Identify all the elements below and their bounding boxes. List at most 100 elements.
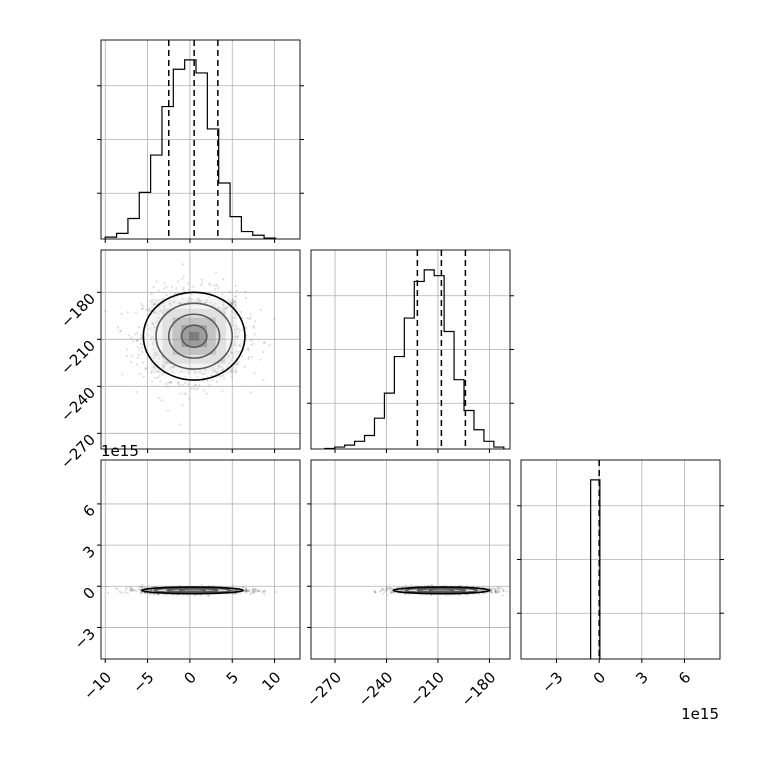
scatter-point	[502, 589, 505, 593]
scatter-point	[232, 316, 236, 320]
scatter-point	[193, 383, 197, 386]
scatter-point	[220, 366, 223, 369]
scatter-point	[211, 366, 214, 369]
density-blocks	[150, 298, 238, 374]
panel-hist-p1	[307, 249, 514, 453]
scatter-point	[189, 299, 193, 302]
scatter-point	[209, 283, 212, 286]
scatter-point	[230, 302, 233, 306]
scatter-point	[245, 588, 248, 591]
scatter-point	[154, 351, 158, 354]
scatter-point	[253, 587, 257, 591]
scatter-point	[230, 351, 233, 354]
scatter-point	[189, 297, 192, 300]
scatter-point	[119, 329, 122, 333]
scatter-point	[131, 589, 134, 592]
scatter-point	[494, 590, 497, 593]
scatter-point	[489, 589, 493, 592]
scatter-point	[141, 583, 144, 586]
scatter-point	[230, 314, 233, 317]
scatter-point	[157, 316, 160, 319]
scatter-point	[234, 312, 237, 315]
scatter-point	[165, 294, 168, 297]
scatter-point	[231, 302, 234, 305]
scatter-point	[121, 373, 124, 376]
scatter-point	[233, 328, 236, 331]
scatter-point	[165, 285, 168, 289]
scatter-point	[389, 592, 393, 595]
density-block	[400, 587, 483, 594]
scatter-point	[158, 305, 161, 308]
scatter-point	[162, 297, 165, 301]
scatter-point	[404, 584, 407, 587]
scatter-point	[256, 589, 260, 592]
scatter-point	[221, 369, 224, 372]
scatter-point	[133, 589, 137, 592]
scatter-point	[253, 591, 256, 594]
scatter-point	[495, 591, 498, 594]
scatter-point	[262, 351, 265, 354]
scatter-point	[148, 592, 151, 596]
scatter-point	[215, 371, 218, 374]
scatter-point	[247, 355, 250, 359]
scatter-point	[153, 303, 157, 306]
scatter-point	[382, 588, 385, 591]
scatter-point	[502, 588, 505, 591]
scatter-point	[222, 278, 225, 281]
histogram-step	[590, 479, 601, 659]
scatter-point	[152, 285, 155, 289]
scatter-point	[391, 590, 395, 594]
scatter-point	[246, 347, 250, 350]
scatter-point	[138, 585, 141, 589]
scatter-point	[199, 300, 202, 303]
scatter-point	[162, 304, 166, 307]
scatter-point	[126, 591, 129, 595]
scatter-point	[180, 370, 183, 373]
scatter-point	[246, 317, 249, 320]
x-tick-label: 0	[590, 668, 609, 687]
scatter-point	[130, 589, 133, 592]
scatter-point	[226, 306, 230, 309]
density-block	[436, 590, 447, 591]
scatter-point	[235, 589, 239, 592]
scatter-point	[487, 586, 490, 589]
scatter-point	[256, 590, 259, 593]
scatter-point	[146, 328, 150, 331]
scatter-point	[233, 295, 236, 298]
scatter-point	[214, 271, 218, 274]
scatter-point	[230, 302, 233, 305]
scatter-point	[230, 370, 233, 373]
scatter-point	[232, 300, 235, 304]
scatter-point	[217, 362, 220, 365]
scatter-point	[150, 371, 153, 374]
scatter-point	[263, 589, 267, 592]
scatter-point	[186, 383, 190, 386]
scatter-point	[222, 303, 225, 306]
scatter-point	[490, 591, 494, 594]
scatter-point	[146, 589, 150, 592]
scatter-point	[164, 362, 167, 366]
scatter-point	[173, 365, 176, 368]
scatter-point	[241, 317, 244, 320]
density-block	[179, 589, 206, 592]
scatter-point	[374, 590, 377, 594]
scatter-point	[158, 374, 161, 378]
scatter-point	[246, 590, 249, 593]
scatter-point	[116, 326, 120, 329]
scatter-point	[119, 329, 122, 333]
scatter-point	[263, 341, 266, 344]
scatter-point	[160, 399, 163, 402]
scatter-point	[158, 396, 161, 400]
scatter-point	[181, 263, 185, 266]
scatter-point	[235, 289, 238, 293]
scatter-point	[222, 377, 226, 380]
scatter-point	[244, 296, 248, 300]
panel-scatter-p1-p2	[307, 459, 511, 663]
scatter-point	[251, 355, 254, 358]
scatter-point	[211, 379, 214, 382]
scatter-point	[221, 368, 225, 371]
scatter-point	[226, 365, 229, 368]
scatter-point	[154, 311, 157, 314]
scatter-point	[244, 327, 248, 330]
scatter-point	[235, 325, 238, 328]
